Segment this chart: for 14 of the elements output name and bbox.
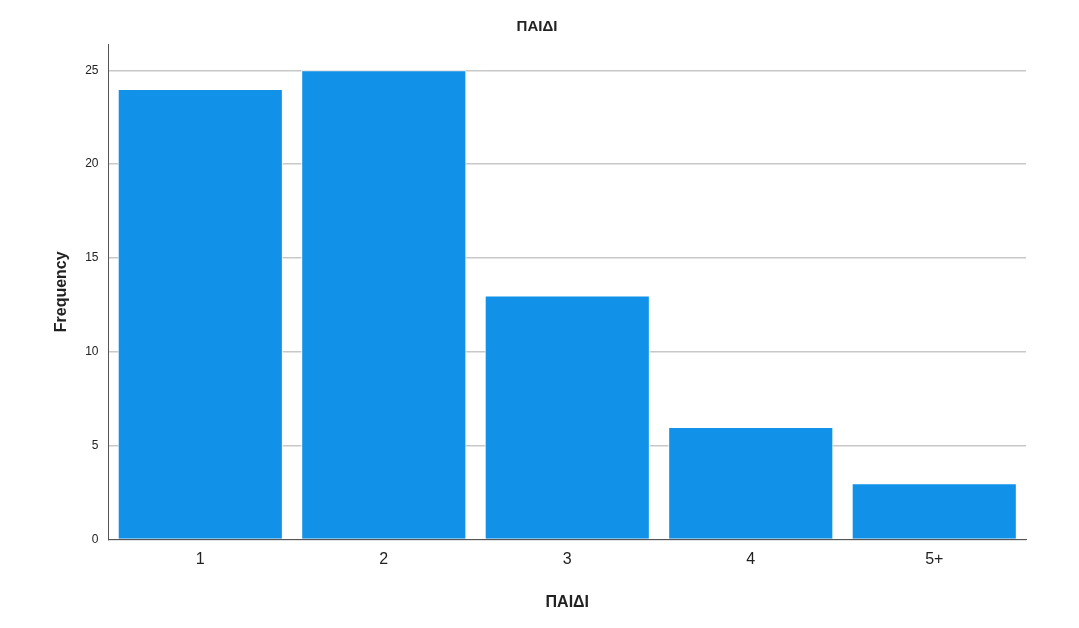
- y-tick-label: 0: [91, 531, 99, 546]
- y-tick-label: 5: [91, 438, 99, 453]
- chart-title: ΠΑΙΔΙ: [516, 17, 558, 35]
- x-tick-label: 4: [746, 549, 756, 567]
- x-axis-title: ΠΑΙΔΙ: [545, 592, 590, 610]
- y-tick-label: 20: [85, 156, 99, 171]
- x-tick-label: 2: [379, 549, 389, 567]
- y-tick-label: 15: [85, 250, 99, 265]
- x-tick-label: 5+: [925, 549, 944, 567]
- x-tick-label: 1: [195, 549, 205, 567]
- x-tick-label: 3: [562, 549, 572, 567]
- y-axis-title: Frequency: [52, 251, 70, 333]
- y-tick-label: 10: [85, 344, 99, 359]
- y-tick-label: 25: [85, 62, 99, 77]
